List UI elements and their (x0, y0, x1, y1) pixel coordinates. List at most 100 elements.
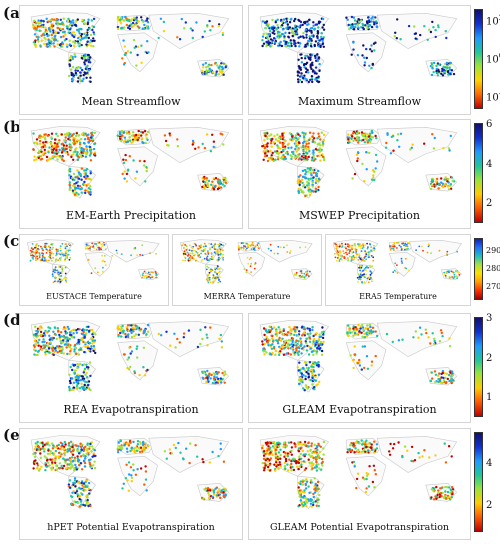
station-point (141, 276, 144, 279)
station-point (317, 360, 320, 364)
station-point (307, 366, 310, 370)
station-point (49, 246, 52, 249)
station-point (130, 446, 134, 450)
station-point (208, 494, 211, 497)
station-point (448, 337, 451, 340)
station-point (321, 153, 324, 156)
station-point (352, 41, 355, 44)
station-point (122, 39, 125, 42)
station-point (266, 465, 270, 469)
station-point (41, 257, 44, 260)
station-point (210, 243, 213, 245)
station-point (162, 29, 166, 33)
station-point (206, 489, 210, 492)
station-point (85, 332, 88, 335)
station-point (222, 177, 225, 180)
continent-outline (117, 455, 158, 497)
station-point (76, 383, 79, 386)
station-point (83, 504, 87, 507)
station-point (321, 464, 324, 467)
station-point (36, 258, 39, 260)
station-point (320, 131, 323, 134)
station-point (346, 18, 349, 21)
station-point (31, 243, 34, 245)
station-point (219, 381, 223, 384)
station-point (365, 335, 369, 338)
station-point (68, 258, 71, 261)
station-point (396, 264, 398, 266)
station-point (264, 464, 267, 467)
station-point (321, 336, 325, 340)
station-point (49, 249, 51, 252)
station-point (41, 33, 45, 36)
station-point (435, 177, 439, 181)
station-point (370, 20, 373, 23)
station-point (426, 38, 429, 41)
station-point (317, 132, 320, 135)
station-point (348, 28, 351, 31)
station-point (310, 75, 314, 78)
station-point (89, 247, 91, 249)
station-point (306, 270, 309, 273)
station-point (35, 25, 38, 28)
station-point (278, 151, 281, 155)
station-point (286, 463, 289, 466)
station-point (70, 73, 73, 77)
station-point (438, 379, 442, 383)
station-point (286, 23, 289, 26)
station-point (122, 482, 126, 485)
station-point (320, 32, 323, 35)
station-point (311, 383, 314, 386)
station-point (42, 20, 45, 23)
station-point (44, 242, 47, 245)
colorbar-tick: 1 (486, 392, 493, 403)
station-point (52, 281, 55, 284)
station-point (441, 335, 444, 338)
station-point (67, 441, 71, 445)
station-point (322, 340, 325, 343)
map-caption: EUSTACE Temperature (46, 292, 142, 301)
station-point (296, 334, 300, 337)
station-point (322, 453, 325, 456)
station-point (276, 158, 280, 161)
station-point (77, 445, 80, 448)
station-point (135, 64, 138, 67)
station-point (68, 373, 71, 376)
station-point (87, 36, 91, 40)
station-point (64, 151, 68, 154)
station-point (361, 258, 364, 261)
station-point (209, 150, 213, 153)
station-point (297, 189, 300, 193)
station-point (307, 353, 311, 356)
station-point (65, 346, 68, 349)
station-point (208, 278, 211, 281)
station-point (70, 329, 73, 333)
station-point (298, 141, 301, 145)
station-point (199, 342, 202, 346)
station-point (89, 159, 93, 162)
station-point (53, 142, 57, 145)
station-point (84, 445, 87, 448)
station-point (277, 456, 280, 459)
station-point (315, 446, 319, 449)
station-point (305, 30, 308, 33)
station-point (104, 248, 107, 251)
station-point (313, 378, 316, 382)
station-point (210, 373, 213, 377)
station-point (37, 445, 41, 449)
station-point (43, 42, 46, 46)
station-point (136, 468, 139, 471)
station-point (357, 273, 360, 276)
station-point (183, 247, 185, 249)
station-point (262, 457, 266, 460)
station-point (311, 342, 315, 345)
station-point (66, 450, 69, 453)
station-point (39, 254, 41, 256)
station-point (89, 190, 92, 194)
station-point (206, 265, 208, 268)
station-point (87, 43, 90, 46)
station-point (69, 249, 71, 252)
station-point (84, 132, 87, 135)
station-point (41, 340, 44, 344)
station-point (212, 281, 214, 283)
